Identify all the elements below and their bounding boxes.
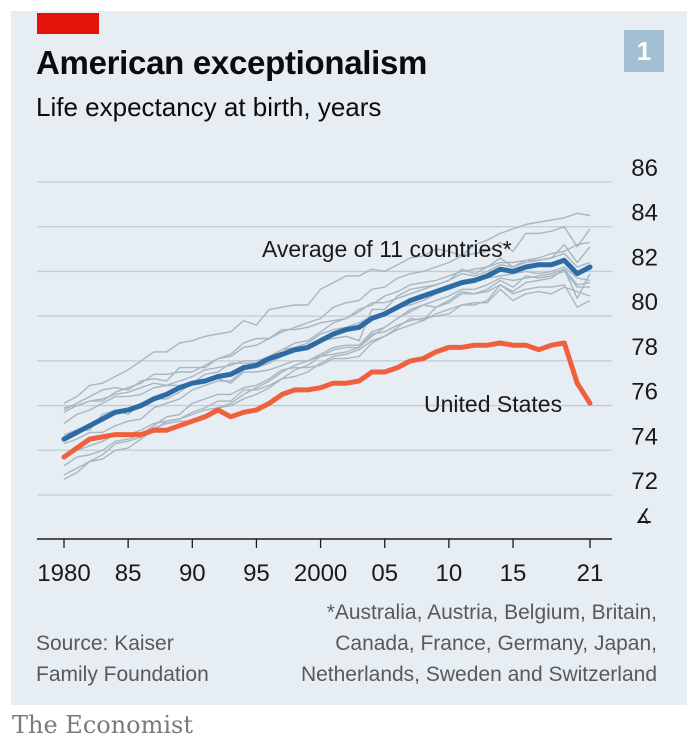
- series-line-netherlands: [63, 268, 591, 409]
- chart-subtitle: Life expectancy at birth, years: [36, 92, 382, 122]
- x-tick-label: 21: [577, 560, 604, 587]
- source-note: Source: Kaiser Family Foundation: [36, 628, 236, 690]
- x-tick-label: 85: [115, 560, 142, 587]
- y-tick-label: 76: [631, 379, 658, 406]
- series-line-united-states: [61, 340, 593, 460]
- x-tick-label: 05: [371, 560, 398, 587]
- y-tick-label: 86: [631, 155, 658, 182]
- chart-title: American exceptionalism: [36, 44, 428, 81]
- series-line-austria: [63, 270, 590, 480]
- series-line-sweden: [63, 243, 591, 411]
- x-tick-label: 10: [436, 560, 463, 587]
- x-tick-label: 95: [243, 560, 270, 587]
- series-line-switzerland: [63, 226, 591, 413]
- series-label-united-states: United States: [424, 391, 562, 417]
- footnote-line: Netherlands, Sweden and Switzerland: [300, 663, 657, 686]
- y-tick-label: 74: [631, 423, 658, 450]
- source-line: Source: Kaiser: [36, 632, 174, 655]
- footnote: *Australia, Austria, Belgium, Britain, C…: [257, 597, 657, 690]
- y-tick-label: 80: [631, 289, 658, 316]
- series-line-belgium: [63, 268, 591, 467]
- series-line-japan: [63, 212, 591, 404]
- chart-number-badge: 1: [624, 30, 664, 72]
- x-tick-label: 15: [500, 560, 527, 587]
- x-tick-label: 90: [179, 560, 206, 587]
- series-line-average: [61, 257, 593, 442]
- footnote-line: *Australia, Austria, Belgium, Britain,: [326, 601, 657, 624]
- axis-break-symbol: ∡: [635, 504, 653, 528]
- series-label-average: Average of 11 countries*: [262, 236, 512, 262]
- series-line-britain: [63, 284, 591, 458]
- economist-red-tag: [37, 13, 99, 34]
- series-line-canada: [63, 266, 591, 425]
- x-tick-label: 1980: [37, 560, 90, 587]
- source-line: Family Foundation: [36, 663, 209, 686]
- y-tick-label: 84: [631, 200, 658, 227]
- x-tick-label: 2000: [294, 560, 347, 587]
- economist-logo: The Economist: [12, 711, 194, 739]
- footnote-line: Canada, France, Germany, Japan,: [335, 632, 657, 655]
- y-tick-label: 72: [631, 468, 658, 495]
- y-tick-label: 78: [631, 334, 658, 361]
- y-tick-label: 82: [631, 244, 658, 271]
